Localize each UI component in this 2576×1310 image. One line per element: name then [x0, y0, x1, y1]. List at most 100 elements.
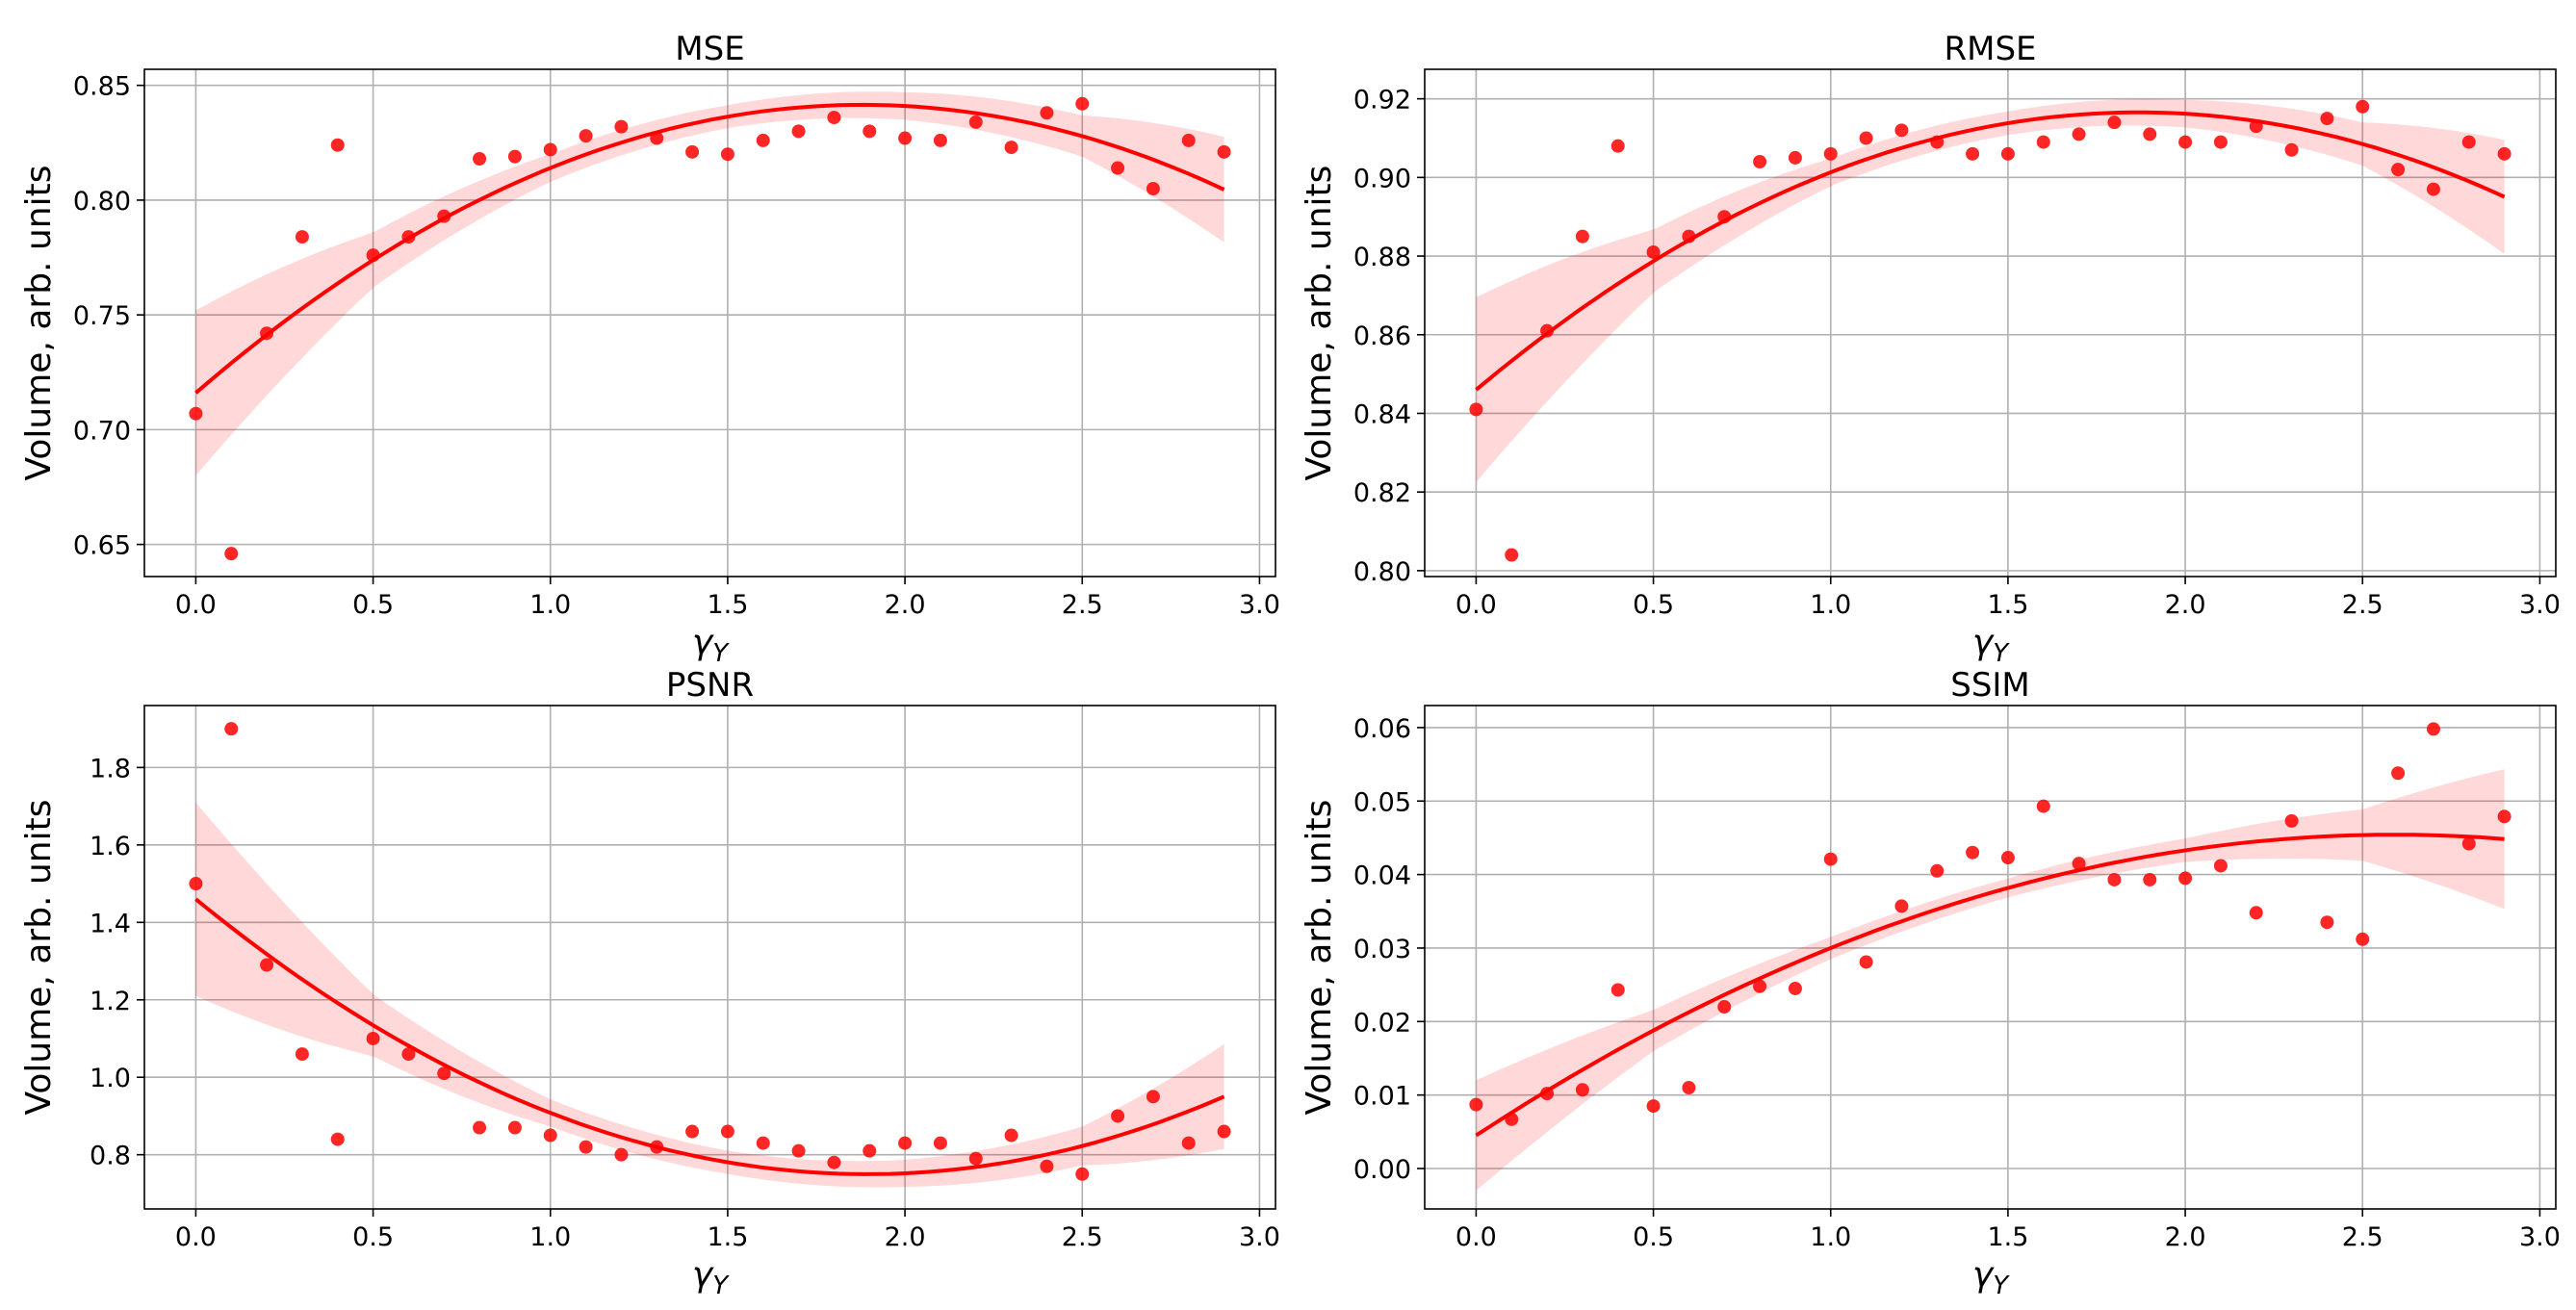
data-point — [1040, 106, 1054, 120]
panel-title: RMSE — [1944, 30, 2036, 68]
data-point — [224, 547, 239, 561]
data-point — [507, 149, 522, 164]
data-point — [685, 144, 700, 159]
axes-frame — [1424, 68, 2557, 578]
confidence-band — [1476, 769, 2505, 1191]
x-tick-label: 2.0 — [2165, 1222, 2206, 1252]
data-point — [827, 1155, 841, 1169]
x-tick-label: 2.5 — [2342, 1222, 2383, 1252]
data-point — [1894, 123, 1909, 138]
y-tick-label: 1.0 — [90, 1064, 131, 1093]
x-tick-label: 2.5 — [1062, 1222, 1103, 1252]
data-point — [2143, 127, 2157, 141]
data-point — [473, 152, 487, 166]
y-tick-label: 0.80 — [1353, 557, 1411, 587]
regression-line — [1475, 833, 2505, 1138]
data-point — [1505, 1112, 1519, 1126]
data-point — [1146, 182, 1160, 195]
axes-frame — [1424, 705, 2557, 1210]
x-axis-label-subscript: Y — [712, 1271, 730, 1300]
data-point — [2036, 799, 2050, 813]
data-point — [2426, 722, 2440, 736]
data-point — [1753, 979, 1767, 993]
data-point — [543, 142, 557, 157]
x-tick-label: 3.0 — [1239, 1222, 1280, 1252]
x-tick-label: 0.0 — [175, 1222, 217, 1252]
data-point — [863, 1143, 877, 1158]
data-point — [1859, 131, 1873, 145]
y-axis-label: Volume, arb. units — [19, 800, 59, 1116]
y-tick-label: 0.85 — [73, 72, 131, 102]
x-tick-label: 1.0 — [529, 1222, 571, 1252]
data-point — [827, 111, 841, 125]
data-point — [579, 1140, 593, 1154]
x-tick-label: 1.0 — [1810, 1222, 1851, 1252]
data-point — [650, 1140, 664, 1154]
panel-title: MSE — [675, 30, 744, 68]
data-point — [2107, 116, 2122, 130]
x-tick-label: 1.5 — [1987, 1222, 2028, 1252]
data-point — [2356, 932, 2370, 946]
data-point — [260, 958, 274, 972]
data-point — [189, 406, 203, 421]
x-axis-label: γY — [1972, 1255, 2010, 1300]
data-point — [614, 1147, 629, 1162]
data-point — [2107, 872, 2122, 886]
data-point — [2072, 857, 2086, 871]
data-point — [2497, 809, 2512, 824]
confidence-band — [1476, 98, 2505, 483]
y-tick-label: 0.04 — [1353, 861, 1411, 891]
axes-frame — [143, 68, 1276, 578]
x-tick-label: 2.0 — [885, 590, 926, 620]
data-point — [2320, 915, 2334, 930]
data-point — [685, 1124, 700, 1139]
data-point — [1004, 141, 1018, 155]
data-point — [2000, 146, 2015, 161]
x-axis-label: γY — [692, 623, 730, 668]
data-point — [366, 248, 380, 263]
data-point — [260, 326, 274, 341]
y-tick-label: 0.92 — [1353, 86, 1411, 116]
x-tick-label: 2.5 — [2342, 590, 2383, 620]
data-point — [224, 722, 239, 736]
confidence-band — [195, 802, 1224, 1188]
data-point — [1682, 229, 1696, 244]
y-tick-label: 1.8 — [90, 754, 131, 783]
x-tick-label: 0.0 — [1455, 590, 1497, 620]
data-point — [720, 1124, 734, 1139]
x-tick-label: 0.0 — [175, 590, 217, 620]
y-tick-label: 0.86 — [1353, 321, 1411, 351]
data-point — [1753, 155, 1767, 169]
data-point — [1610, 139, 1625, 153]
x-axis-label: γY — [692, 1255, 730, 1300]
data-point — [1610, 983, 1625, 997]
data-point — [1111, 1109, 1125, 1123]
data-point — [791, 1143, 806, 1158]
data-point — [2426, 182, 2440, 196]
panel-mse: MSE 0.0 0.5 1.0 1.5 2.0 2.5 3.0 0.65 0.70 0.75 0.8… — [19, 30, 1280, 668]
data-point — [1788, 150, 1802, 165]
x-axis-label-main: γ — [1972, 1255, 1995, 1295]
data-point — [507, 1120, 522, 1135]
data-point — [933, 1136, 947, 1150]
x-tick-label: 3.0 — [1239, 590, 1280, 620]
y-tick-label: 0.82 — [1353, 478, 1411, 508]
data-point — [1181, 1136, 1196, 1150]
data-point — [2000, 851, 2015, 865]
data-point — [720, 147, 734, 162]
data-point — [756, 1136, 770, 1150]
regression-line — [194, 102, 1225, 395]
data-point — [2461, 135, 2476, 149]
data-point — [1682, 1081, 1696, 1095]
x-tick-label: 2.0 — [885, 1222, 926, 1252]
y-tick-label: 1.6 — [90, 832, 131, 861]
data-point — [543, 1128, 557, 1143]
panel-psnr: PSNR 0.0 0.5 1.0 1.5 2.0 2.5 3.0 0.8 1.0 1.2 1.4 1.… — [19, 666, 1280, 1300]
data-point — [1966, 146, 1980, 161]
data-point — [756, 133, 770, 147]
x-tick-label: 1.0 — [1810, 590, 1851, 620]
data-point — [295, 230, 309, 244]
panel-title: PSNR — [666, 666, 754, 705]
y-tick-label: 1.2 — [90, 987, 131, 1016]
